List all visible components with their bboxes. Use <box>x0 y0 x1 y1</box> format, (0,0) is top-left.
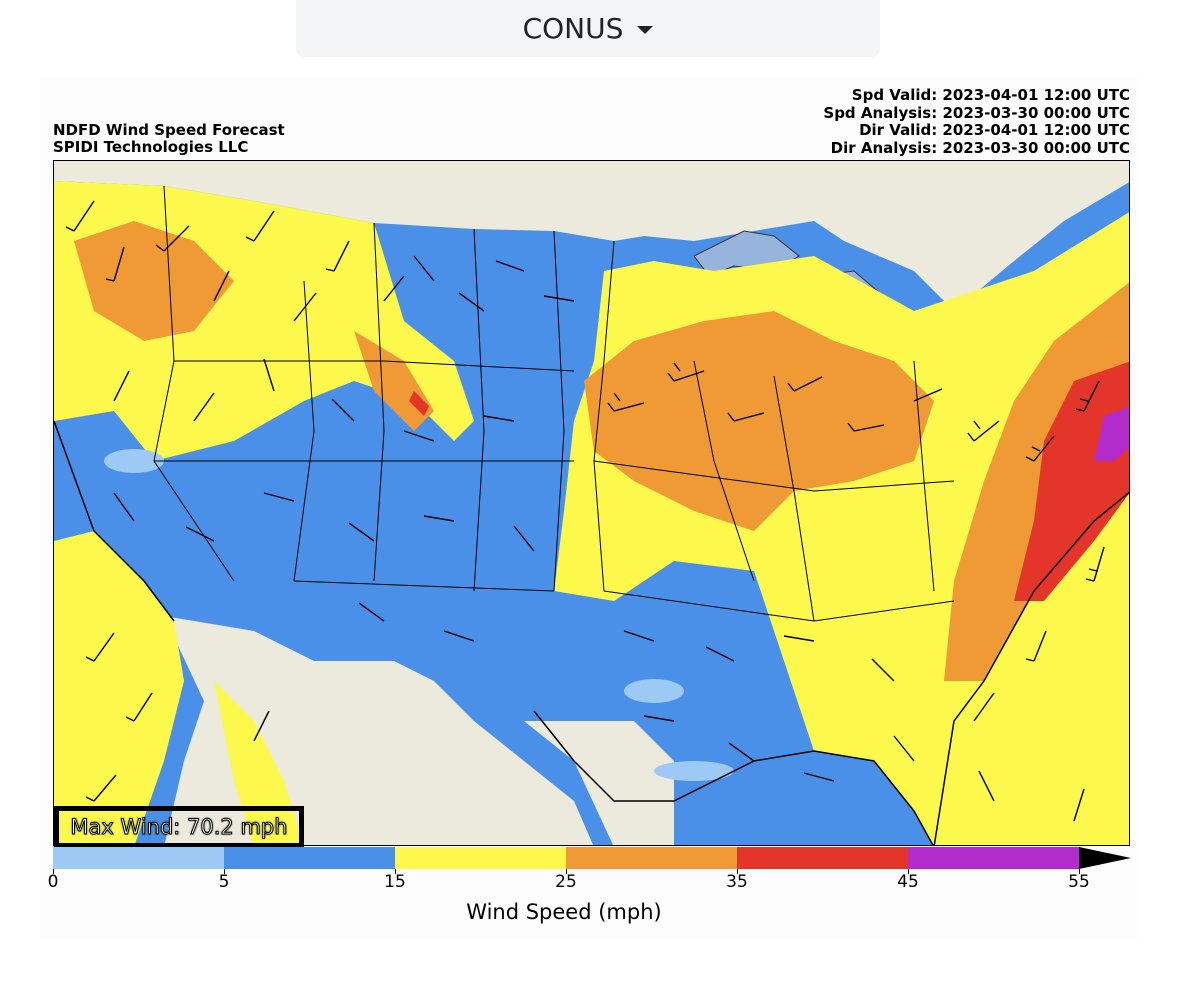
colorbar-segment-45-55 <box>908 847 1079 869</box>
colorbar-tickmark <box>224 869 225 874</box>
colorbar-segment-15-25 <box>395 847 566 869</box>
wind-barbs <box>65 200 1105 822</box>
rockies-strong-winds <box>409 391 429 416</box>
figure-title-block: NDFD Wind Speed Forecast SPIDI Technolog… <box>53 122 285 156</box>
calm-patch-west <box>104 449 164 473</box>
northwest-fresh-winds <box>74 221 234 341</box>
colorbar-tickmark <box>53 869 54 874</box>
colorbar-tick-label: 35 <box>726 872 748 892</box>
colorbar-extend-arrow <box>1079 847 1131 869</box>
colorbar-tick-label: 45 <box>897 872 919 892</box>
southeast-moderate-winds <box>934 741 1129 845</box>
midwest-fresh-winds <box>584 311 934 531</box>
colorbar-tickmark <box>737 869 738 874</box>
gale-winds <box>1094 406 1129 461</box>
colorbar-tickmark <box>395 869 396 874</box>
chevron-down-icon <box>637 25 654 34</box>
region-dropdown-label: CONUS <box>522 12 624 45</box>
max-wind-box: Max Wind: 70.2 mph <box>54 806 304 848</box>
canada-land <box>54 161 1129 311</box>
gulf-california-winds <box>214 681 304 845</box>
colorbar-tick-label: 5 <box>218 872 230 892</box>
colorbar-tickmark <box>566 869 567 874</box>
east-coast-strong-winds <box>1014 361 1129 601</box>
pacific-moderate-winds <box>54 531 184 845</box>
figure-organization: SPIDI Technologies LLC <box>53 138 249 156</box>
spd-analysis-time: Spd Analysis: 2023-03-30 00:00 UTC <box>823 103 1130 122</box>
spd-valid-time: Spd Valid: 2023-04-01 12:00 UTC <box>851 86 1130 104</box>
colorbar-tickmark <box>1079 869 1080 874</box>
colorbar-tick-label: 0 <box>47 872 59 892</box>
colorbar-segment-0-5 <box>53 847 224 869</box>
colorbar-segment-35-45 <box>737 847 908 869</box>
colorbar-tick-label: 15 <box>384 872 406 892</box>
max-wind-label: Max Wind: 70.2 mph <box>70 815 288 840</box>
figure-timestamps: Spd Valid: 2023-04-01 12:00 UTC Spd Anal… <box>823 86 1130 157</box>
colorbar-tick-label: 25 <box>555 872 577 892</box>
calm-patch-gulf <box>624 679 684 703</box>
colorbar-title: Wind Speed (mph) <box>466 900 662 924</box>
map-canvas <box>54 161 1129 845</box>
dir-analysis-time: Dir Analysis: 2023-03-30 00:00 UTC <box>830 138 1130 157</box>
mexico-east-land <box>524 721 674 845</box>
colorbar-tickmark <box>908 869 909 874</box>
colorbar-segment-25-35 <box>566 847 737 869</box>
wind-speed-map-figure: NDFD Wind Speed Forecast SPIDI Technolog… <box>40 78 1140 938</box>
figure-title: NDFD Wind Speed Forecast <box>53 121 285 139</box>
dir-valid-time: Dir Valid: 2023-04-01 12:00 UTC <box>859 121 1130 139</box>
colorbar-tick-label: 55 <box>1068 872 1090 892</box>
wind-speed-map <box>53 160 1130 846</box>
region-dropdown[interactable]: CONUS <box>296 0 880 57</box>
colorbar-segment-5-15 <box>224 847 395 869</box>
calm-patch-gulf-2 <box>654 761 734 781</box>
wind-speed-colorbar <box>53 847 1131 869</box>
